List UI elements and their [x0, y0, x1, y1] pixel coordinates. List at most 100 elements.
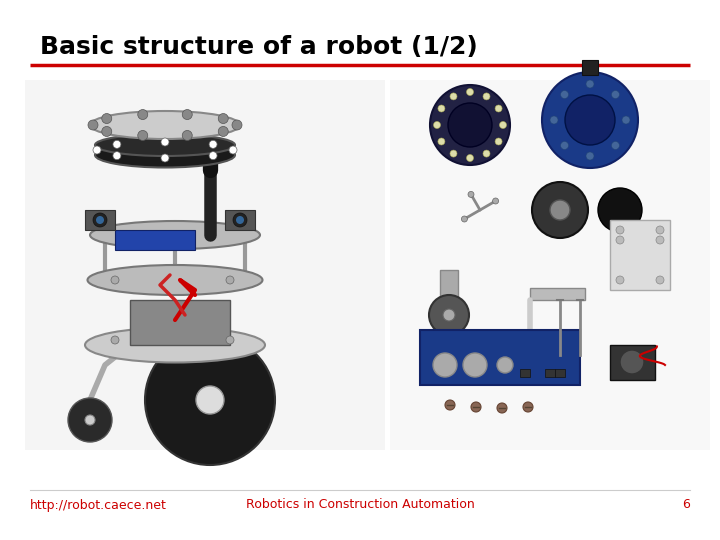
Text: 6: 6 — [682, 498, 690, 511]
Circle shape — [443, 309, 455, 321]
Bar — [130, 300, 230, 345]
Circle shape — [229, 146, 237, 154]
Circle shape — [523, 402, 533, 412]
Bar — [610, 345, 655, 380]
Circle shape — [102, 113, 112, 124]
Circle shape — [586, 152, 594, 160]
Bar — [440, 270, 458, 305]
Circle shape — [532, 182, 588, 238]
Circle shape — [497, 403, 507, 413]
Bar — [390, 80, 710, 450]
Circle shape — [656, 236, 664, 244]
Circle shape — [226, 336, 234, 344]
Circle shape — [616, 276, 624, 284]
Circle shape — [492, 198, 498, 204]
Circle shape — [438, 138, 445, 145]
Circle shape — [497, 357, 513, 373]
Circle shape — [111, 276, 119, 284]
Circle shape — [232, 120, 242, 130]
Circle shape — [462, 216, 467, 222]
Bar — [85, 210, 115, 230]
Circle shape — [468, 191, 474, 198]
Circle shape — [448, 103, 492, 147]
Ellipse shape — [88, 265, 263, 295]
Circle shape — [218, 126, 228, 137]
Circle shape — [96, 216, 104, 224]
Circle shape — [236, 216, 244, 224]
Circle shape — [471, 402, 481, 412]
Circle shape — [561, 91, 569, 98]
Circle shape — [161, 138, 169, 146]
Circle shape — [467, 89, 474, 96]
Circle shape — [550, 116, 558, 124]
Ellipse shape — [95, 143, 235, 167]
Circle shape — [450, 93, 457, 100]
Bar — [545, 369, 555, 377]
Text: http://robot.caece.net: http://robot.caece.net — [30, 498, 167, 511]
Circle shape — [622, 116, 630, 124]
Circle shape — [611, 91, 619, 98]
Ellipse shape — [90, 111, 240, 139]
Circle shape — [113, 152, 121, 160]
Circle shape — [209, 140, 217, 148]
Circle shape — [483, 150, 490, 157]
Bar — [555, 369, 565, 377]
Circle shape — [429, 295, 469, 335]
Circle shape — [598, 188, 642, 232]
Circle shape — [145, 335, 275, 465]
Circle shape — [209, 152, 217, 160]
Circle shape — [586, 80, 594, 88]
Circle shape — [113, 140, 121, 148]
Bar — [420, 330, 580, 385]
Circle shape — [495, 105, 502, 112]
Circle shape — [616, 226, 624, 234]
Circle shape — [620, 350, 644, 374]
Circle shape — [550, 200, 570, 220]
Bar — [610, 220, 670, 290]
Bar — [225, 210, 255, 230]
Bar — [582, 60, 598, 75]
Circle shape — [138, 110, 148, 119]
Circle shape — [561, 141, 569, 150]
Circle shape — [542, 72, 638, 168]
Circle shape — [656, 226, 664, 234]
Circle shape — [85, 415, 95, 425]
Circle shape — [233, 213, 247, 227]
Circle shape — [463, 353, 487, 377]
Circle shape — [450, 150, 457, 157]
Circle shape — [88, 120, 98, 130]
Circle shape — [218, 113, 228, 124]
Circle shape — [565, 95, 615, 145]
Circle shape — [93, 146, 101, 154]
Ellipse shape — [85, 327, 265, 362]
Bar — [25, 80, 385, 450]
Text: Basic structure of a robot (1/2): Basic structure of a robot (1/2) — [40, 35, 478, 59]
Circle shape — [196, 386, 224, 414]
Circle shape — [438, 105, 445, 112]
Circle shape — [138, 131, 148, 140]
Circle shape — [161, 154, 169, 162]
Circle shape — [433, 353, 457, 377]
Bar — [530, 288, 585, 300]
Circle shape — [656, 276, 664, 284]
Circle shape — [495, 138, 502, 145]
Circle shape — [226, 276, 234, 284]
Circle shape — [182, 110, 192, 119]
Circle shape — [111, 336, 119, 344]
Circle shape — [500, 122, 506, 129]
Circle shape — [430, 85, 510, 165]
Circle shape — [483, 93, 490, 100]
Circle shape — [93, 213, 107, 227]
Circle shape — [445, 400, 455, 410]
Circle shape — [467, 154, 474, 161]
Circle shape — [433, 122, 441, 129]
Circle shape — [102, 126, 112, 137]
Bar — [520, 369, 530, 377]
Circle shape — [182, 131, 192, 140]
Bar — [115, 230, 195, 250]
Circle shape — [616, 236, 624, 244]
Text: Robotics in Construction Automation: Robotics in Construction Automation — [246, 498, 474, 511]
Ellipse shape — [95, 134, 235, 156]
Ellipse shape — [90, 221, 260, 249]
Circle shape — [68, 398, 112, 442]
